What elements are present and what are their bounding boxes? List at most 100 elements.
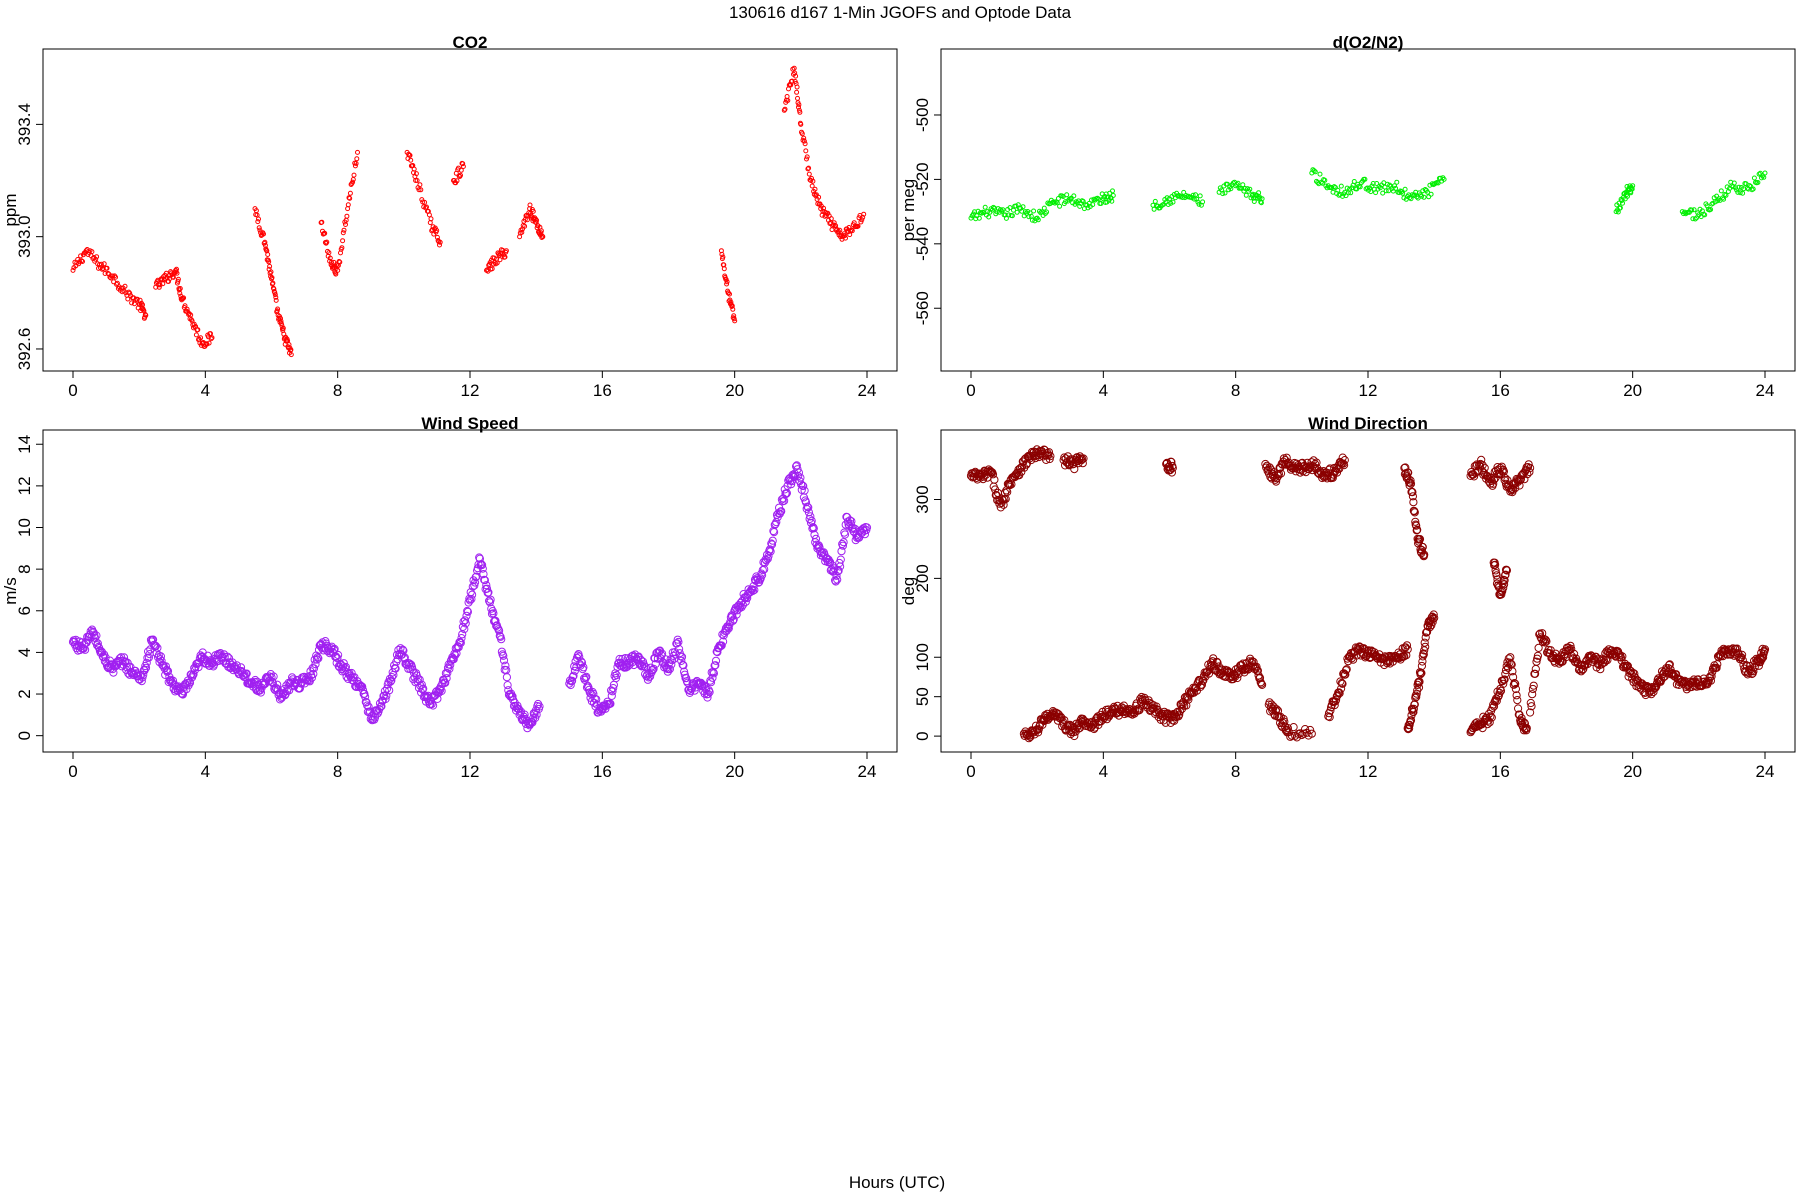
wind-speed-data-point xyxy=(484,588,493,597)
co2-data-point xyxy=(502,254,508,260)
wind-direction-data-point xyxy=(992,491,1001,500)
wind-speed-data-point xyxy=(767,540,777,549)
co2-data-point xyxy=(798,121,804,127)
wind-direction-data-point xyxy=(1759,653,1768,662)
o2n2-data-point xyxy=(1414,194,1420,200)
wind-speed-data-point xyxy=(579,663,588,672)
co2-data-point xyxy=(538,228,544,234)
co2-data-point xyxy=(346,195,352,201)
wind-speed-data-point xyxy=(432,687,441,696)
wind-direction-data-point xyxy=(1508,667,1517,676)
wind-speed-data-point xyxy=(577,657,586,666)
wind-speed-data-point xyxy=(611,674,621,683)
co2-data-point xyxy=(280,325,286,331)
wind-direction-data-point xyxy=(1417,546,1427,555)
co2-data-point xyxy=(422,199,428,205)
wind-speed-data-point xyxy=(609,684,618,693)
o2n2-panel: d(O2/N2) per meg 0 4 8 12 16 20 24 -560 -540 -520… xyxy=(899,33,1796,400)
wind-speed-data-point xyxy=(569,671,578,680)
co2-data-point xyxy=(729,303,735,309)
o2n2-data-point xyxy=(1428,191,1434,197)
o2n2-data-point xyxy=(1243,192,1249,198)
o2n2-data-point xyxy=(1000,207,1006,213)
co2-data-point xyxy=(337,259,343,265)
wind-direction-data-point xyxy=(1406,479,1416,488)
co2-data-point xyxy=(789,78,795,84)
wind-direction-data-point xyxy=(1332,464,1341,473)
o2n2-data-point xyxy=(1335,187,1341,193)
wind-direction-data-point xyxy=(1477,455,1486,464)
co2-data-point xyxy=(801,138,807,144)
co2-data-point xyxy=(849,228,855,234)
wind-direction-y-tick-label: 300 xyxy=(913,485,932,513)
wind-speed-data-point xyxy=(478,564,487,573)
wind-speed-data-point xyxy=(581,673,590,682)
co2-data-point xyxy=(837,227,843,233)
wind-speed-data-point xyxy=(460,625,469,634)
co2-data-point xyxy=(806,165,812,171)
wind-direction-plot-frame xyxy=(940,429,1796,753)
co2-data-point xyxy=(345,206,351,212)
co2-data-point xyxy=(804,154,810,160)
wind-direction-data-point xyxy=(1534,643,1543,653)
wind-direction-data-point xyxy=(1485,718,1494,727)
co2-data-point xyxy=(256,225,262,231)
o2n2-data-point xyxy=(1098,201,1104,206)
co2-data-point xyxy=(94,254,100,260)
wind-speed-data-point xyxy=(777,507,786,516)
wind-speed-data-point xyxy=(640,662,649,671)
co2-data-point xyxy=(174,270,180,276)
wind-speed-data-point xyxy=(93,639,102,648)
wind-direction-data-point xyxy=(1204,669,1214,678)
wind-direction-data-point xyxy=(1410,700,1419,709)
wind-direction-data-point xyxy=(1487,713,1496,722)
co2-data-point xyxy=(350,177,356,182)
wind-direction-data-point xyxy=(1340,461,1349,470)
wind-direction-data-point xyxy=(1501,666,1511,675)
co2-data-point xyxy=(127,290,133,296)
o2n2-data-point xyxy=(1384,181,1390,187)
wind-speed-data-point xyxy=(362,698,371,707)
wind-speed-data-point xyxy=(499,656,509,665)
wind-direction-data-point xyxy=(1750,662,1759,672)
o2n2-data-point xyxy=(1057,203,1063,209)
co2-data-points xyxy=(70,65,867,358)
wind-direction-data-point xyxy=(1212,657,1221,666)
wind-speed-data-point xyxy=(278,689,287,699)
co2-data-point xyxy=(419,197,425,203)
wind-speed-data-point xyxy=(843,517,853,526)
o2n2-y-tick-label: -500 xyxy=(913,98,932,132)
o2n2-data-point xyxy=(1077,203,1083,209)
co2-data-point xyxy=(825,210,831,216)
co2-data-point xyxy=(454,178,460,184)
o2n2-data-point xyxy=(1220,191,1226,197)
wind-speed-data-point xyxy=(341,662,350,672)
wind-direction-data-point xyxy=(1503,476,1512,485)
co2-panel: CO2 ppm 0 4 8 12 16 20 24 392.6 393.0 393.4 xyxy=(1,33,898,400)
o2n2-data-point xyxy=(1240,182,1246,188)
o2n2-data-point xyxy=(1393,185,1399,191)
co2-data-point xyxy=(343,222,348,227)
o2n2-data-point xyxy=(1377,185,1383,191)
o2n2-data-point xyxy=(1197,193,1203,199)
wind-speed-data-point xyxy=(796,473,805,482)
o2n2-axes: 0 4 8 12 16 20 24 -560 -540 -520 -500 xyxy=(913,98,1774,400)
wind-speed-data-point xyxy=(242,669,251,678)
wind-direction-data-point xyxy=(1667,669,1677,678)
wind-direction-data-point xyxy=(1491,560,1500,570)
wind-speed-data-point xyxy=(804,503,813,512)
o2n2-data-point xyxy=(1357,184,1363,190)
co2-data-point xyxy=(720,254,726,260)
co2-y-tick-label: 393.0 xyxy=(15,215,34,258)
wind-speed-data-point xyxy=(862,523,872,532)
co2-data-point xyxy=(288,347,294,353)
wind-direction-x-tick-label: 0 xyxy=(966,762,975,781)
wind-speed-data-point xyxy=(831,577,840,586)
wind-speed-y-tick-label: 6 xyxy=(15,606,34,615)
co2-data-point xyxy=(333,271,339,277)
wind-speed-data-point xyxy=(794,472,803,481)
wind-direction-data-point xyxy=(979,472,988,481)
wind-speed-data-point xyxy=(570,666,580,675)
o2n2-x-tick-label: 20 xyxy=(1623,381,1642,400)
wind-direction-data-point xyxy=(1402,641,1412,650)
